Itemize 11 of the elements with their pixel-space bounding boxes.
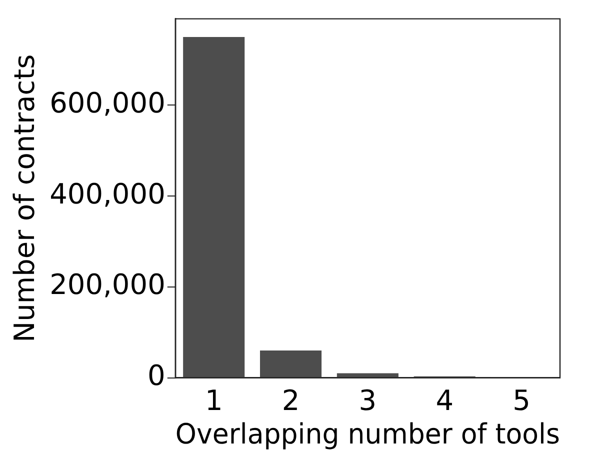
x-tick-label: 4 — [436, 384, 454, 417]
y-tick-label: 200,000 — [50, 268, 166, 302]
x-tick-label: 5 — [512, 384, 530, 417]
x-axis-title: Overlapping number of tools — [175, 418, 560, 451]
x-tick-label: 3 — [358, 384, 377, 417]
y-tick-label: 0 — [148, 359, 166, 392]
y-axis-title: Number of contracts — [8, 54, 42, 342]
y-tick-label: 600,000 — [50, 86, 166, 120]
x-tick-label: 2 — [282, 384, 300, 417]
y-tick-label: 400,000 — [50, 177, 166, 210]
x-tick-label: 1 — [204, 384, 223, 417]
